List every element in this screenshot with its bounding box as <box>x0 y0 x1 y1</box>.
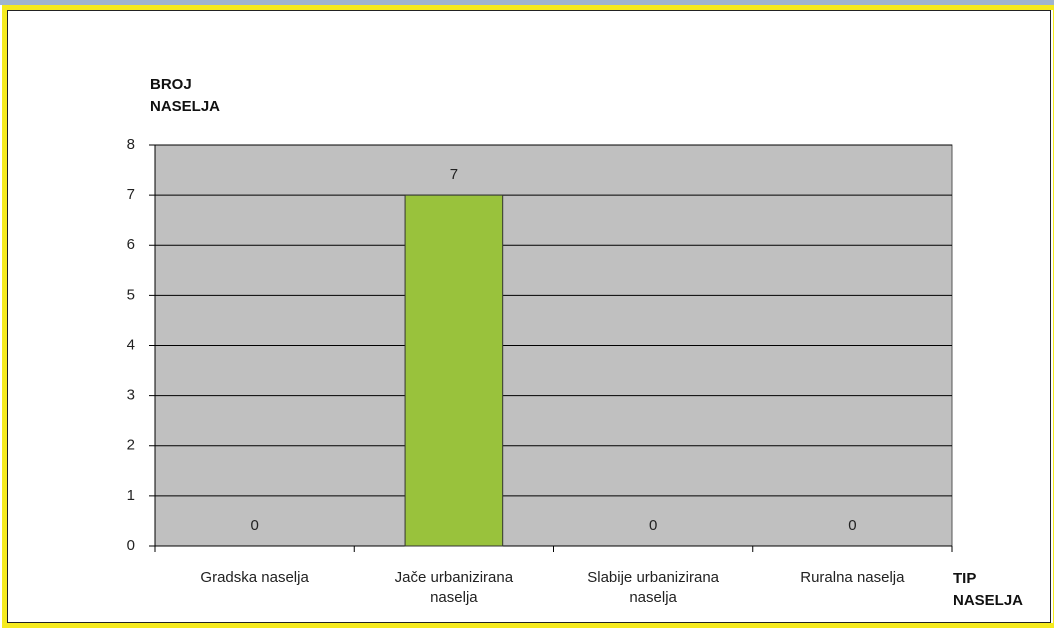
y-tick-label: 2 <box>127 437 135 454</box>
x-tick-label: Jače urbanizirana naselja <box>394 569 514 606</box>
bar <box>404 194 504 547</box>
x-tick-label: Ruralna naselja <box>800 569 905 586</box>
data-label: 0 <box>848 517 856 534</box>
y-axis-title: BROJ NASELJA <box>150 76 221 115</box>
y-tick-label: 4 <box>127 336 135 353</box>
y-tick-label: 8 <box>127 136 135 153</box>
y-tick-label: 1 <box>127 487 135 504</box>
x-axis-title: TIP NASELJA <box>953 570 1024 609</box>
window-strip <box>0 0 1054 5</box>
data-label: 7 <box>450 166 458 183</box>
data-label: 0 <box>649 517 657 534</box>
x-tick-label: Slabije urbanizirana naselja <box>587 569 719 606</box>
y-tick-label: 5 <box>127 286 135 303</box>
y-tick-label: 0 <box>127 537 135 554</box>
y-tick-label: 3 <box>127 387 135 404</box>
x-tick-label: Gradska naselja <box>200 569 309 586</box>
y-tick-label: 7 <box>127 186 135 203</box>
data-label: 0 <box>250 517 258 534</box>
y-tick-label: 6 <box>127 236 135 253</box>
